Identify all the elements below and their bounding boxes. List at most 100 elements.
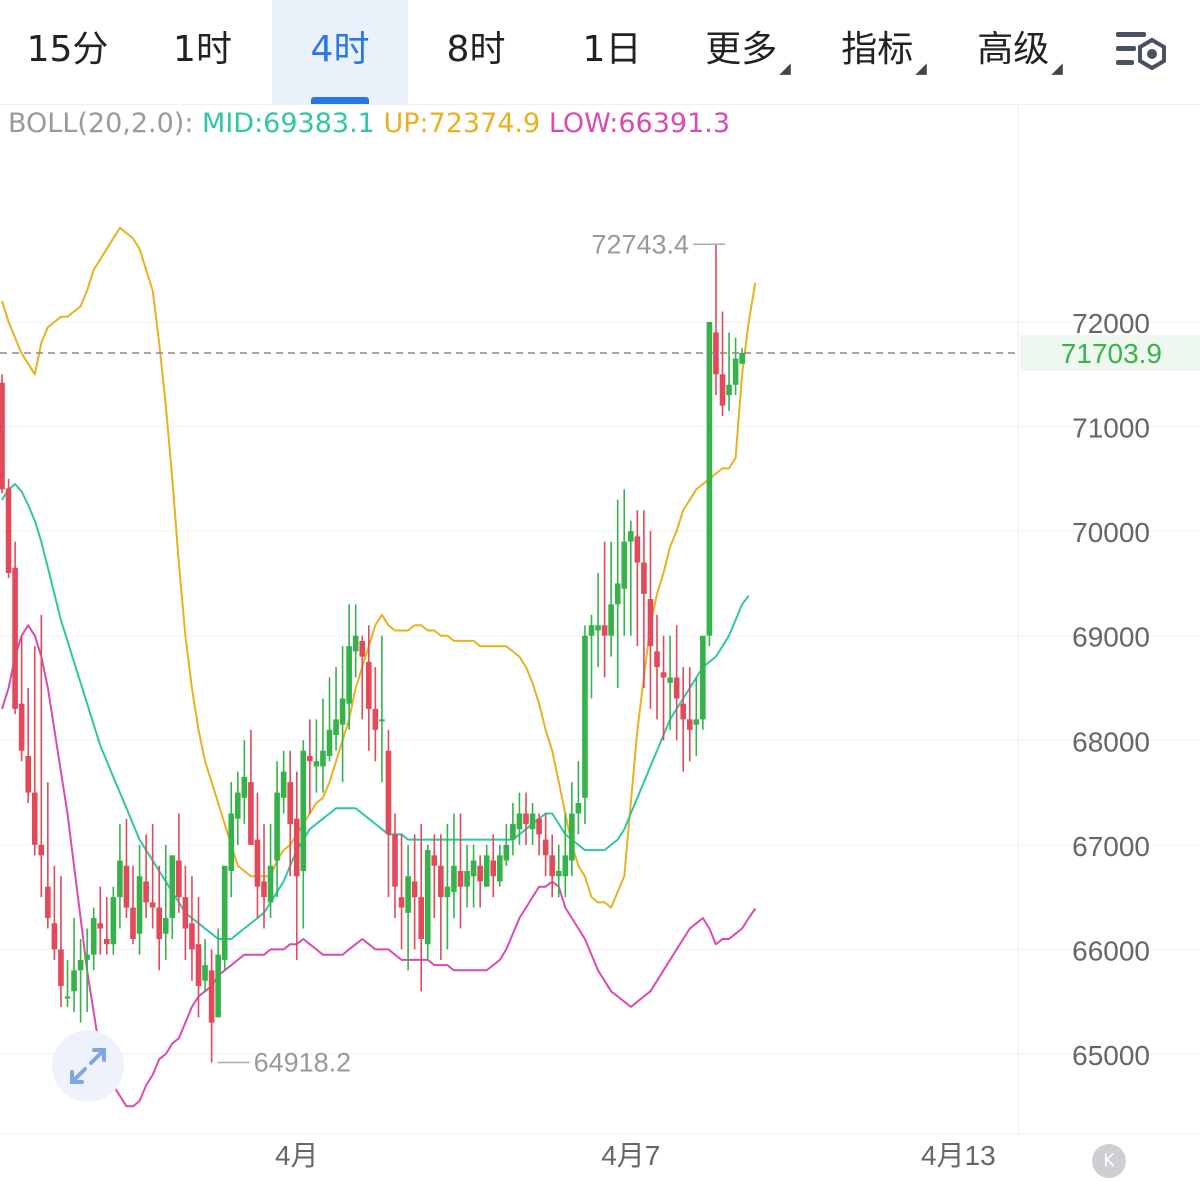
candle: [588, 614, 595, 699]
tab-1[interactable]: 1时: [135, 0, 270, 104]
candle: [680, 667, 686, 772]
candle-body: [516, 813, 523, 830]
candle: [464, 844, 470, 908]
candle: [628, 520, 634, 636]
candle: [97, 886, 104, 955]
candle-body: [575, 803, 582, 814]
candle-body: [320, 750, 326, 767]
tab-2[interactable]: 4时: [272, 0, 408, 104]
candle-body: [359, 640, 366, 657]
candle: [235, 771, 241, 845]
candle-body: [654, 651, 660, 668]
candle: [719, 311, 726, 417]
candle-body: [339, 698, 346, 725]
candlestick-chart[interactable]: 72000 71000 70000 69000 68000 67000 66000 65000…: [0, 104, 1200, 1181]
candle: [366, 625, 372, 751]
tab-label: 1时: [173, 29, 232, 70]
tab-6[interactable]: 指标 ◢: [816, 0, 952, 104]
grid: [0, 104, 1200, 1135]
expand-arrows-icon: [70, 1048, 106, 1084]
candle: [346, 604, 352, 730]
max-price-label: 72743.4: [591, 229, 689, 259]
candle: [562, 813, 569, 898]
candle-body: [176, 860, 182, 898]
candle-body: [595, 625, 601, 631]
candle: [202, 938, 208, 992]
candle-body: [497, 855, 503, 882]
candle: [359, 635, 366, 720]
candle-body: [673, 677, 680, 699]
candle-body: [542, 839, 549, 856]
candle: [156, 865, 162, 971]
y-tick-label: 66000: [1072, 935, 1150, 966]
candle: [5, 478, 12, 579]
candle-body: [392, 834, 398, 887]
candle: [726, 332, 732, 411]
candle: [254, 792, 261, 919]
candle-body: [25, 755, 31, 793]
candle: [569, 782, 575, 877]
candle-body: [366, 661, 372, 709]
candle: [555, 844, 562, 898]
candle-body: [51, 923, 58, 950]
boll-legend-name: BOLL(20,2.0):: [8, 108, 194, 139]
candle: [313, 719, 320, 793]
candle-body: [372, 708, 379, 730]
candle-body: [523, 813, 529, 824]
candle-body: [628, 531, 634, 542]
candle: [261, 823, 267, 929]
tab-5[interactable]: 更多 ◢: [680, 0, 816, 104]
candle-body: [418, 897, 424, 939]
candle-body: [202, 965, 208, 981]
tab-0[interactable]: 15分: [0, 0, 135, 104]
candle: [385, 729, 392, 898]
candle-body: [18, 703, 25, 751]
candle: [732, 337, 739, 396]
candle: [667, 635, 673, 730]
candle-body: [405, 876, 411, 913]
expand-button[interactable]: [52, 1030, 124, 1102]
candle: [45, 782, 51, 929]
boll-legend: BOLL(20,2.0): MID:69383.1 UP:72374.9 LOW…: [8, 108, 730, 139]
chart-settings-icon[interactable]: [1112, 26, 1172, 78]
candle-body: [726, 384, 732, 396]
candle-body: [490, 860, 497, 877]
tab-4[interactable]: 1日: [544, 0, 680, 104]
candle-body: [274, 792, 280, 861]
candle: [300, 740, 307, 929]
candle: [379, 635, 385, 783]
candle: [641, 510, 647, 688]
tab-3[interactable]: 8时: [408, 0, 544, 104]
candle-body: [261, 881, 267, 898]
candle-body: [608, 604, 614, 636]
candle: [176, 813, 182, 913]
candle-body: [647, 599, 654, 647]
candle: [241, 740, 248, 824]
candle-body: [614, 583, 621, 605]
tab-7[interactable]: 高级 ◢: [952, 0, 1088, 104]
tab-label: 4时: [310, 29, 370, 70]
candle: [38, 614, 45, 898]
candle-body: [221, 865, 228, 960]
candle-body: [169, 855, 176, 919]
candle: [248, 729, 254, 845]
candle-body: [483, 855, 490, 887]
candle: [117, 823, 123, 929]
candle-body: [182, 897, 189, 929]
candle-body: [680, 703, 686, 720]
candle-body: [195, 944, 202, 987]
candle: [483, 844, 490, 887]
candle-body: [510, 823, 516, 840]
candle-body: [104, 938, 110, 945]
x-tick-label: 4月7: [601, 1140, 660, 1171]
y-tick-label: 72000: [1072, 308, 1150, 339]
candle: [18, 635, 25, 762]
candle: [372, 667, 379, 762]
candle: [595, 572, 601, 668]
candle: [293, 771, 300, 960]
candle-body: [307, 755, 313, 762]
tab-label: 更多: [705, 29, 778, 70]
y-tick-label: 67000: [1072, 831, 1150, 862]
candle: [444, 823, 451, 950]
candle-body: [667, 677, 673, 683]
